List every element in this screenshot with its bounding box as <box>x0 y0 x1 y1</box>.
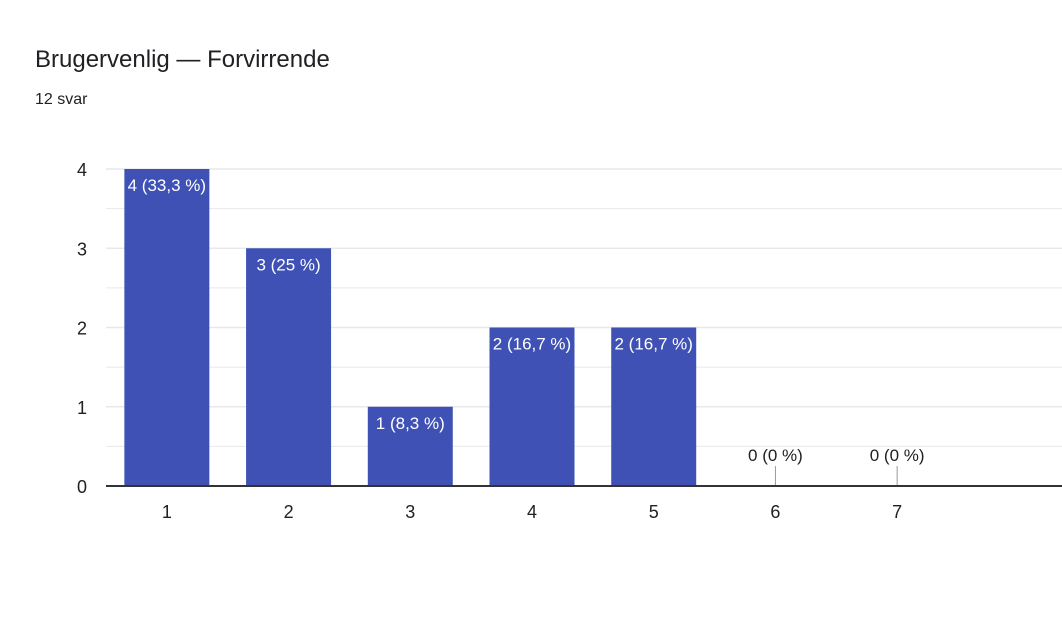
x-tick-label: 6 <box>770 502 780 522</box>
x-tick-label: 7 <box>892 502 902 522</box>
response-count: 12 svar <box>35 91 88 108</box>
y-tick-label: 3 <box>77 239 87 259</box>
bar <box>611 327 697 486</box>
data-label: 4 (33,3 %) <box>128 176 206 195</box>
data-label: 0 (0 %) <box>870 446 925 465</box>
bar <box>246 248 332 486</box>
data-label: 2 (16,7 %) <box>493 335 571 354</box>
bar <box>489 327 575 486</box>
y-tick-label: 2 <box>77 319 87 339</box>
x-tick-label: 2 <box>284 502 294 522</box>
y-tick-label: 1 <box>77 398 87 418</box>
y-tick-label: 4 <box>77 160 87 180</box>
bar <box>367 406 453 486</box>
bars <box>124 169 898 486</box>
axes: 0 1 2 3 4 1 2 3 4 5 6 7 <box>77 160 1062 522</box>
x-tick-label: 3 <box>405 502 415 522</box>
data-label: 0 (0 %) <box>748 446 803 465</box>
x-tick-label: 4 <box>527 502 537 522</box>
chart-title: Brugervenlig — Forvirrende <box>35 46 330 73</box>
bar <box>124 169 210 486</box>
data-label: 3 (25 %) <box>256 255 320 274</box>
x-tick-label: 5 <box>649 502 659 522</box>
data-labels: 4 (33,3 %) 3 (25 %) 1 (8,3 %) 2 (16,7 %) 2 (… <box>128 176 925 465</box>
data-label: 1 (8,3 %) <box>376 414 445 433</box>
y-tick-label: 0 <box>77 477 87 497</box>
x-tick-label: 1 <box>162 502 172 522</box>
data-label: 2 (16,7 %) <box>614 335 692 354</box>
